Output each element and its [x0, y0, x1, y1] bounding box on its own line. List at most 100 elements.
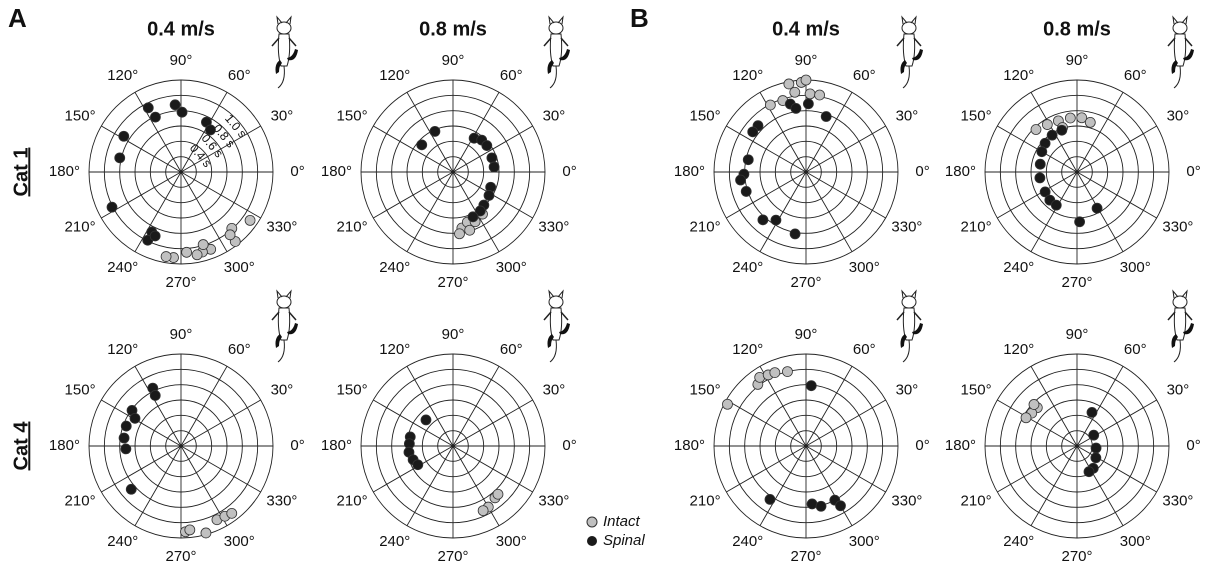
data-point [804, 88, 816, 100]
theta-tick-label: 60° [500, 67, 523, 84]
data-point [474, 205, 486, 217]
ring [375, 368, 531, 524]
data-point [815, 500, 827, 512]
theta-tick-label: 180° [49, 437, 80, 454]
speed-title: 0.8 m/s [419, 18, 487, 40]
theta-tick-label: 0° [562, 163, 576, 180]
ring [759, 125, 853, 219]
data-point [160, 251, 172, 262]
theta-tick-label: 300° [224, 533, 255, 550]
data-point [486, 152, 498, 164]
theta-tick-label: 330° [1162, 492, 1193, 509]
theta-tick-label: 270° [790, 548, 821, 565]
theta-tick-label: 90° [795, 326, 818, 343]
cat-icon [271, 290, 299, 363]
theta-tick-label: 180° [49, 163, 80, 180]
data-point [191, 249, 203, 261]
theta-tick-label: 150° [337, 381, 368, 398]
row-label: Cat 4 [10, 421, 32, 471]
ring [759, 399, 853, 493]
data-point [1036, 146, 1048, 158]
data-point [735, 174, 746, 186]
theta-tick-label: 270° [790, 274, 821, 291]
data-point [483, 189, 495, 201]
theta-tick-label: 0° [562, 437, 576, 454]
theta-tick-label: 180° [674, 437, 705, 454]
speed-title: 0.4 m/s [772, 18, 840, 40]
data-point [149, 230, 161, 242]
theta-tick-label: 300° [849, 259, 880, 276]
ring [1061, 156, 1093, 188]
theta-tick-label: 210° [961, 218, 992, 235]
theta-tick-label: 180° [945, 437, 976, 454]
ring [437, 156, 469, 188]
cat-icon [896, 16, 924, 89]
theta-tick-label: 210° [65, 218, 96, 235]
cat-icon [896, 290, 924, 363]
ring [774, 414, 838, 478]
theta-tick-label: 30° [543, 107, 566, 124]
theta-tick-label: 150° [961, 107, 992, 124]
ring [391, 110, 515, 234]
theta-tick-label: 210° [65, 492, 96, 509]
theta-tick-label: 180° [945, 163, 976, 180]
data-point [1030, 124, 1042, 135]
data-point [764, 99, 776, 111]
theta-tick-label: 330° [538, 218, 569, 235]
theta-tick-label: 120° [732, 67, 763, 84]
data-point [244, 214, 256, 226]
data-point [454, 228, 465, 240]
theta-tick-label: 240° [732, 259, 763, 276]
data-point [1086, 406, 1098, 418]
ring [774, 140, 838, 204]
theta-tick-label: 210° [690, 492, 721, 509]
data-point [150, 111, 161, 123]
theta-tick-label: 180° [674, 163, 705, 180]
data-point [412, 459, 424, 471]
ring [88, 79, 274, 265]
data-point [224, 229, 236, 241]
cat-icon [271, 16, 299, 89]
panel-label: B [630, 3, 649, 33]
ring [134, 399, 228, 493]
theta-tick-label: 30° [1167, 107, 1190, 124]
ring [790, 156, 822, 188]
theta-tick-label: 240° [107, 533, 138, 550]
theta-tick-label: 270° [437, 274, 468, 291]
data-point [805, 380, 817, 392]
theta-tick-label: 120° [1003, 341, 1034, 358]
data-point [114, 152, 126, 164]
theta-tick-label: 330° [1162, 218, 1193, 235]
data-point [747, 126, 759, 138]
ring [999, 368, 1155, 524]
theta-tick-label: 120° [107, 341, 138, 358]
theta-tick-label: 150° [337, 107, 368, 124]
theta-tick-label: 210° [337, 218, 368, 235]
ring [119, 384, 243, 508]
data-point [835, 500, 846, 512]
theta-tick-label: 150° [961, 381, 992, 398]
theta-tick-label: 30° [1167, 381, 1190, 398]
data-point [1076, 112, 1088, 124]
data-point [416, 139, 428, 151]
data-point [142, 102, 154, 114]
theta-tick-label: 30° [271, 381, 294, 398]
theta-tick-label: 30° [271, 107, 294, 124]
theta-tick-label: 0° [915, 437, 929, 454]
theta-tick-label: 60° [228, 67, 251, 84]
data-point [1041, 119, 1053, 130]
speed-title: 0.4 m/s [147, 18, 215, 40]
theta-tick-label: 330° [266, 492, 297, 509]
data-point [118, 432, 130, 444]
theta-tick-label: 150° [65, 107, 96, 124]
theta-tick-label: 210° [961, 492, 992, 509]
data-point [481, 140, 493, 151]
theta-tick-label: 90° [442, 326, 465, 343]
theta-tick-label: 300° [496, 259, 527, 276]
theta-tick-label: 0° [1186, 163, 1200, 180]
ring [790, 430, 822, 462]
data-point [125, 483, 137, 495]
cat-icon [1167, 16, 1195, 89]
ring [999, 94, 1155, 250]
